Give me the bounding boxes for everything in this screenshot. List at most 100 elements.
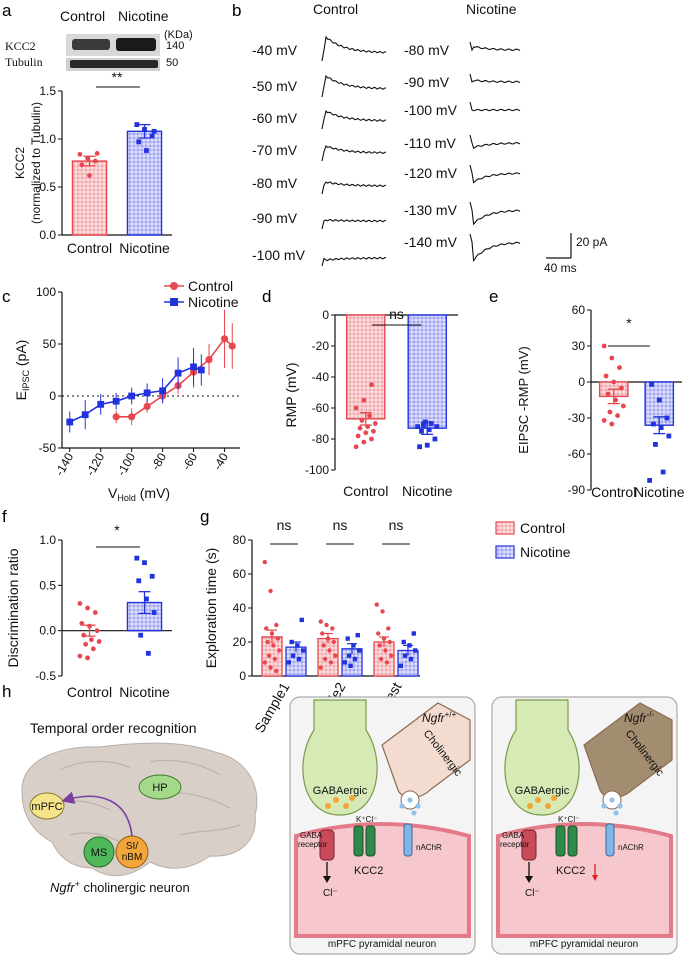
control-voltage-label: -100 mV [252, 247, 306, 263]
data-point [432, 436, 438, 442]
data-point [620, 403, 626, 409]
data-point [355, 433, 361, 439]
data-point [77, 151, 83, 157]
data-point [134, 555, 140, 561]
y-axis-label: Exploration time (s) [203, 548, 219, 669]
data-point [357, 425, 363, 431]
y-tick-label: 80 [233, 533, 247, 547]
data-point [87, 623, 92, 629]
x-tick-label: Control [67, 240, 112, 256]
data-point [262, 559, 267, 565]
data-point [289, 639, 294, 645]
blot-col-control: Control [60, 8, 105, 24]
data-point [331, 639, 336, 645]
data-point [359, 418, 365, 423]
y-tick-label: -60 [568, 447, 586, 461]
ach-vesicle [399, 803, 405, 809]
kcl-label: K⁺Cl⁻ [356, 815, 377, 824]
data-point [324, 622, 329, 628]
data-point [151, 610, 157, 615]
data-point [136, 578, 142, 584]
data-point [613, 397, 619, 403]
panel-label-d: d [262, 287, 271, 306]
brain-diagram: mPFC HP MS SI/ nBM Ngfr+ cholinergic neu… [21, 742, 258, 895]
cl-label: Cl⁻ [525, 888, 540, 899]
control-trace [321, 35, 387, 62]
data-point [651, 421, 656, 427]
data-point [83, 641, 89, 647]
data-point [149, 133, 155, 139]
data-point [376, 631, 381, 636]
control-voltage-label: -60 mV [252, 110, 298, 126]
data-point [295, 643, 300, 648]
data-point [355, 633, 360, 638]
blot-kda-140: 140 [166, 40, 184, 52]
data-point [266, 653, 272, 658]
data-point [649, 382, 654, 387]
panel-label-c: c [2, 287, 11, 306]
nicotine-voltage-label: -140 mV [404, 234, 458, 250]
data-point [128, 392, 136, 400]
gaba-terminal [504, 699, 580, 816]
cholinergic-axon [381, 702, 471, 799]
data-point [609, 421, 615, 427]
y-tick-label: -100 [305, 463, 329, 477]
scale-x-label: 40 ms [544, 261, 577, 275]
data-point [197, 366, 205, 374]
data-point [361, 439, 367, 445]
data-point [611, 379, 617, 385]
gaba-vesicle [535, 797, 541, 803]
data-point [380, 609, 385, 614]
y-tick-label: 1.5 [39, 84, 56, 98]
data-point [664, 415, 670, 421]
blot-tubulin-band [70, 60, 158, 68]
legend-c: Control Nicotine [164, 278, 239, 310]
data-point [660, 469, 666, 475]
data-point [353, 405, 359, 411]
data-point [419, 428, 424, 434]
data-point [144, 596, 149, 602]
data-point [81, 411, 89, 419]
data-point [601, 418, 607, 423]
data-point [94, 628, 100, 634]
y-tick-label: 0.0 [39, 624, 56, 638]
blot-kda-50: 50 [166, 57, 178, 69]
y-tick-label: 30 [572, 339, 586, 353]
data-point [85, 605, 90, 611]
y-tick-label: -40 [312, 370, 330, 384]
data-point [92, 158, 98, 164]
gaba-vesicle [545, 803, 551, 809]
data-point [345, 636, 350, 641]
data-point [274, 668, 279, 674]
control-voltage-label: -90 mV [252, 210, 298, 226]
gaba-receptor-label-1: GABA [502, 831, 525, 840]
significance-label: ns [333, 517, 348, 533]
kcc2-transporter-2 [567, 825, 578, 857]
data-point [348, 663, 353, 668]
nicotine-trace [469, 164, 521, 184]
data-point [85, 655, 90, 661]
legend-c-nicotine: Nicotine [188, 294, 239, 310]
nicotine-voltage-label: -120 mV [404, 165, 458, 181]
sig-f: * [114, 522, 120, 538]
traces-b: -40 mV -50 mV -60 mV -70 mV -80 mV -90 mV -100… [252, 35, 521, 267]
x-tick-label: Control [67, 684, 112, 700]
x-tick-label: -100 [114, 450, 138, 478]
x-tick-label: -80 [148, 450, 169, 472]
data-point [328, 660, 334, 665]
nicotine-voltage-label: -130 mV [404, 202, 458, 218]
ach-vesicle [407, 797, 413, 803]
data-point [220, 335, 229, 343]
data-point [428, 421, 434, 426]
nachr-label: nAChR [416, 843, 442, 852]
data-point [205, 356, 213, 364]
sig-e: * [626, 315, 632, 331]
data-point [174, 369, 182, 377]
ms-label: MS [91, 847, 108, 859]
x-tick-label: Nicotine [634, 484, 685, 500]
data-point [318, 619, 323, 624]
series-line-nicotine [69, 366, 202, 423]
data-point [617, 365, 622, 370]
data-point [92, 610, 98, 615]
